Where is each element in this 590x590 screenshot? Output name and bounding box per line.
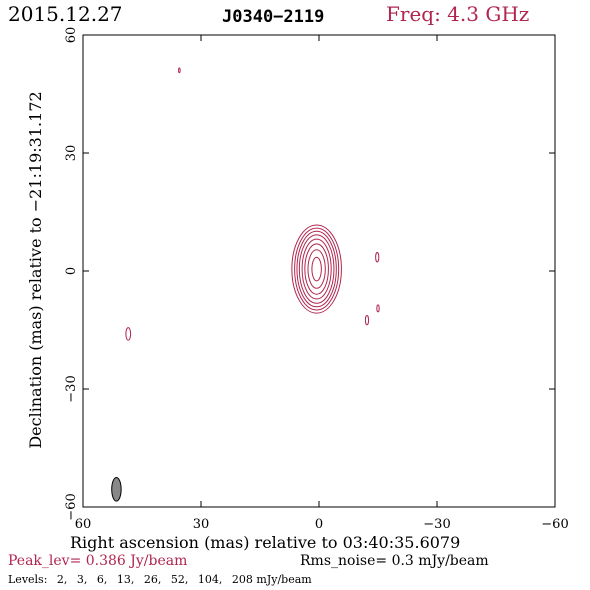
feature-contour — [125, 327, 132, 341]
y-axis-label: Declination (mas) relative to −21:19:31.… — [26, 91, 45, 449]
x-tick-label: 60 — [75, 517, 92, 532]
x-axis-label: Right ascension (mas) relative to 03:40:… — [70, 533, 461, 552]
y-tick-label: 30 — [64, 145, 79, 162]
observation-date: 2015.12.27 — [8, 2, 123, 26]
level-value: 3, — [76, 573, 88, 586]
y-tick-label: 0 — [64, 267, 79, 275]
core-contour — [298, 234, 335, 304]
x-tick-label: −60 — [541, 517, 568, 532]
axis-ticks — [82, 34, 556, 508]
contour-levels: Levels: 2, 3, 6, 13, 26, 52, 104, 208 mJ… — [8, 572, 318, 588]
level-value: 104, — [197, 573, 223, 586]
core-contour — [291, 224, 342, 314]
core-contour — [301, 238, 332, 300]
contour-layer — [125, 67, 380, 341]
rms-noise: Rms_noise= 0.3 mJy/beam — [300, 553, 489, 569]
core-contour — [296, 230, 337, 308]
feature-contour — [376, 304, 380, 313]
level-value: 26, — [143, 573, 162, 586]
level-value: 2, — [56, 573, 68, 586]
plot-frame — [82, 34, 556, 508]
level-value: 52, — [170, 573, 189, 586]
level-value: 208 mJy/beam — [231, 573, 312, 586]
x-tick-label: 30 — [193, 517, 210, 532]
source-name: J0340−2119 — [222, 7, 325, 27]
beam-ellipse — [111, 477, 122, 502]
core-contour — [304, 243, 329, 295]
feature-contour — [178, 67, 181, 74]
y-tick-label: 60 — [64, 27, 79, 44]
beam-layer — [111, 477, 122, 502]
frequency-label: Freq: 4.3 GHz — [386, 2, 530, 26]
core-contour — [294, 227, 340, 311]
y-tick-label: −60 — [64, 493, 79, 520]
level-value: 6, — [96, 573, 108, 586]
level-value: 13, — [116, 573, 135, 586]
core-contour — [311, 256, 322, 282]
peak-level: Peak_lev= 0.386 Jy/beam — [8, 553, 188, 569]
feature-contour — [375, 252, 380, 263]
x-tick-label: 0 — [315, 517, 323, 532]
levels-label: Levels: — [8, 573, 48, 586]
core-contour — [307, 249, 326, 289]
y-tick-label: −30 — [64, 375, 79, 402]
x-tick-label: −30 — [423, 517, 450, 532]
feature-contour — [364, 314, 370, 326]
